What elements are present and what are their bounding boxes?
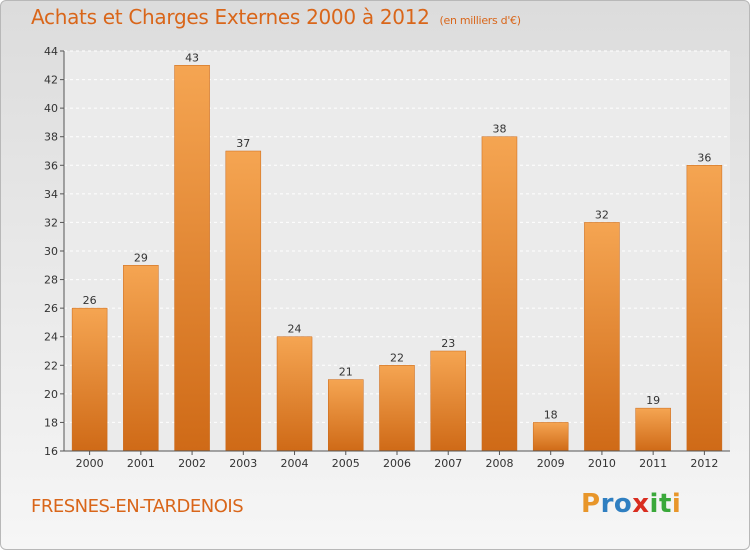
- bar: [174, 65, 210, 452]
- chart-title: Achats et Charges Externes 2000 à 2012 (e…: [31, 5, 521, 29]
- x-tick-label: 2009: [537, 457, 565, 470]
- y-tick-label: 22: [44, 359, 58, 372]
- bar: [71, 307, 108, 452]
- logo-letter: P: [581, 489, 601, 519]
- chart-title-text: Achats et Charges Externes 2000 à 2012: [31, 5, 430, 29]
- bar-value-label: 38: [492, 123, 506, 136]
- bar-value-label: 32: [595, 208, 609, 221]
- bar-value-label: 26: [83, 294, 97, 307]
- x-tick-label: 2005: [332, 457, 360, 470]
- y-tick-label: 42: [44, 74, 58, 87]
- y-tick-label: 20: [44, 388, 58, 401]
- bar-value-label: 19: [646, 394, 660, 407]
- bar-value-label: 37: [236, 137, 250, 150]
- y-tick-label: 40: [44, 102, 58, 115]
- proxiti-logo: Proxiti: [581, 489, 681, 519]
- x-tick-label: 2007: [434, 457, 462, 470]
- y-tick-label: 38: [44, 131, 58, 144]
- bar: [686, 165, 723, 452]
- chart-subtitle: (en milliers d'€): [439, 14, 521, 27]
- x-tick-label: 2001: [127, 457, 155, 470]
- bar-value-label: 23: [441, 337, 455, 350]
- bar-value-label: 24: [288, 323, 302, 336]
- bar-value-label: 22: [390, 351, 404, 364]
- bar-value-label: 21: [339, 366, 353, 379]
- y-tick-label: 28: [44, 274, 58, 287]
- bar: [635, 407, 671, 452]
- logo-letter: x: [632, 489, 650, 519]
- bar: [379, 365, 415, 452]
- bar-value-label: 18: [544, 408, 558, 421]
- commune-name: FRESNES-EN-TARDENOIS: [31, 496, 244, 517]
- logo-letter: r: [600, 489, 614, 519]
- logo-letter: i: [649, 489, 659, 519]
- bar: [328, 379, 364, 452]
- x-tick-label: 2008: [485, 457, 513, 470]
- bar-chart: 26 29 43 37 24 21 22 23 38 18 32 19 36 16 18 20 22 24 26 2…: [44, 45, 730, 470]
- bar: [532, 422, 569, 452]
- logo-letter: o: [613, 489, 633, 519]
- y-tick-label: 26: [44, 302, 58, 315]
- bar-value-label: 36: [697, 151, 711, 164]
- x-tick-label: 2006: [383, 457, 411, 470]
- y-tick-label: 34: [44, 188, 58, 201]
- y-tick-label: 32: [44, 216, 58, 229]
- x-tick-label: 2003: [229, 457, 257, 470]
- bar: [123, 265, 159, 452]
- logo-letter: i: [671, 489, 682, 519]
- bar: [225, 150, 262, 452]
- x-tick-label: 2011: [639, 457, 667, 470]
- y-tick-label: 36: [44, 159, 58, 172]
- bar: [276, 336, 313, 452]
- y-tick-label: 44: [44, 45, 58, 58]
- x-tick-label: 2004: [281, 457, 309, 470]
- x-tick-label: 2012: [690, 457, 718, 470]
- bar: [430, 350, 466, 452]
- bar: [481, 136, 518, 452]
- y-tick-label: 18: [44, 416, 58, 429]
- x-tick-label: 2000: [76, 457, 104, 470]
- y-tick-label: 30: [44, 245, 58, 258]
- y-tick-label: 16: [44, 445, 58, 458]
- x-tick-label: 2010: [588, 457, 616, 470]
- bar-value-label: 43: [185, 51, 199, 64]
- bar: [584, 222, 620, 452]
- y-tick-label: 24: [44, 331, 58, 344]
- bar-value-label: 29: [134, 251, 148, 264]
- x-tick-label: 2002: [178, 457, 206, 470]
- logo-letter: t: [658, 489, 672, 519]
